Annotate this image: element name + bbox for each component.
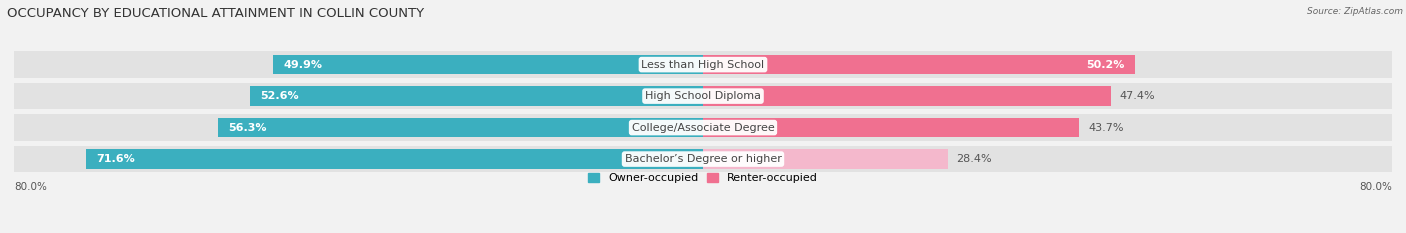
Text: Source: ZipAtlas.com: Source: ZipAtlas.com: [1308, 7, 1403, 16]
Text: 47.4%: 47.4%: [1119, 91, 1156, 101]
Text: High School Diploma: High School Diploma: [645, 91, 761, 101]
Bar: [703, 118, 1080, 137]
Text: 71.6%: 71.6%: [97, 154, 135, 164]
Text: 52.6%: 52.6%: [260, 91, 299, 101]
Text: Less than High School: Less than High School: [641, 60, 765, 70]
Bar: [14, 114, 1392, 141]
Text: 80.0%: 80.0%: [14, 182, 46, 192]
Bar: [703, 55, 1135, 74]
Bar: [703, 86, 1111, 106]
Text: 80.0%: 80.0%: [1360, 182, 1392, 192]
Bar: [14, 146, 1392, 172]
Text: OCCUPANCY BY EDUCATIONAL ATTAINMENT IN COLLIN COUNTY: OCCUPANCY BY EDUCATIONAL ATTAINMENT IN C…: [7, 7, 425, 20]
Bar: [14, 83, 1392, 109]
Bar: [14, 51, 1392, 78]
Bar: [703, 149, 948, 169]
Bar: [218, 118, 703, 137]
Text: 50.2%: 50.2%: [1087, 60, 1125, 70]
Bar: [86, 149, 703, 169]
Bar: [273, 55, 703, 74]
Text: College/Associate Degree: College/Associate Degree: [631, 123, 775, 133]
Text: 43.7%: 43.7%: [1088, 123, 1123, 133]
Bar: [250, 86, 703, 106]
Text: 56.3%: 56.3%: [229, 123, 267, 133]
Text: 28.4%: 28.4%: [956, 154, 991, 164]
Text: Bachelor’s Degree or higher: Bachelor’s Degree or higher: [624, 154, 782, 164]
Text: 49.9%: 49.9%: [284, 60, 322, 70]
Legend: Owner-occupied, Renter-occupied: Owner-occupied, Renter-occupied: [588, 173, 818, 183]
